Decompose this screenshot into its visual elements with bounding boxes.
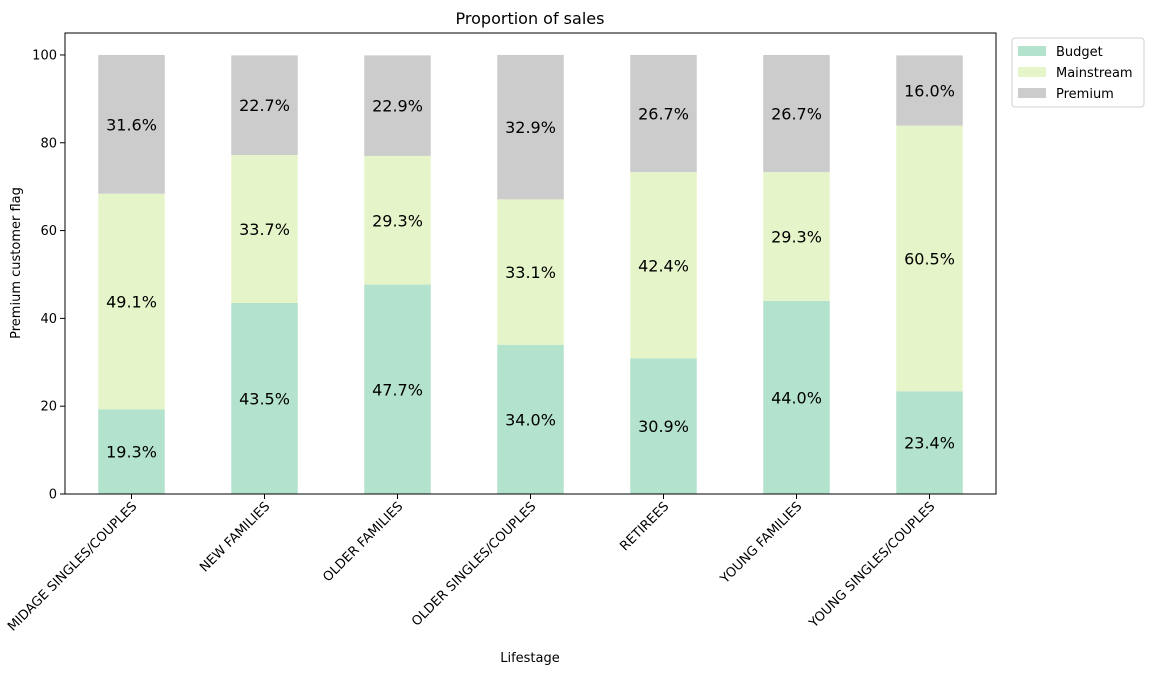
- bar-segment-budget: [364, 284, 431, 494]
- data-label: 42.4%: [638, 256, 689, 275]
- y-axis: 0 20 40 60 80 100: [32, 48, 65, 503]
- data-label: 26.7%: [771, 105, 822, 124]
- x-tick-label: RETIREES: [617, 499, 672, 554]
- bar-segment-budget: [896, 391, 963, 494]
- bar-segment-mainstream: [630, 172, 697, 359]
- data-label: 44.0%: [771, 388, 822, 407]
- data-labels-layer: 19.3% 49.1% 31.6% 43.5% 33.7% 22.7% 47.7% 29.3%…: [106, 82, 955, 462]
- chart-title: Proportion of sales: [456, 9, 605, 28]
- data-label: 29.3%: [771, 228, 822, 247]
- data-label: 30.9%: [638, 417, 689, 436]
- data-label: 26.7%: [638, 105, 689, 124]
- x-tick-label: OLDER FAMILIES: [320, 499, 406, 585]
- bar-segment-premium: [98, 54, 165, 194]
- data-label: 43.5%: [239, 390, 290, 409]
- bar-segment-budget: [231, 303, 298, 494]
- data-label: 49.1%: [106, 292, 157, 311]
- legend-swatch: [1018, 67, 1046, 77]
- data-label: 29.3%: [372, 211, 423, 230]
- data-label: 60.5%: [904, 249, 955, 268]
- bar-segment-premium: [497, 54, 564, 200]
- bar-segment-premium: [763, 54, 830, 173]
- x-tick-label: NEW FAMILIES: [197, 499, 273, 575]
- bar-segment-premium: [231, 55, 298, 156]
- x-tick-label: YOUNG FAMILIES: [717, 499, 805, 587]
- x-tick-label: OLDER SINGLES/COUPLES: [409, 499, 539, 629]
- y-axis-label: Premium customer flag: [9, 187, 24, 339]
- data-label: 22.7%: [239, 96, 290, 115]
- bar-segment-mainstream: [98, 193, 165, 410]
- bar-segment-mainstream: [763, 172, 830, 301]
- data-label: 22.9%: [372, 97, 423, 116]
- data-label: 32.9%: [505, 118, 556, 137]
- y-tick-label: 80: [40, 136, 57, 151]
- x-tick-label: MIDAGE SINGLES/COUPLES: [5, 499, 140, 634]
- legend-swatch: [1018, 88, 1046, 98]
- bar-segment-mainstream: [497, 199, 564, 345]
- bar-segment-mainstream: [896, 125, 963, 392]
- data-label: 16.0%: [904, 82, 955, 101]
- data-label: 47.7%: [372, 380, 423, 399]
- y-tick-label: 60: [40, 224, 57, 239]
- bar-segment-premium: [364, 55, 431, 156]
- y-tick-label: 100: [32, 48, 57, 63]
- bar-segment-budget: [98, 409, 165, 494]
- data-label: 33.7%: [239, 220, 290, 239]
- y-tick-label: 40: [40, 312, 57, 327]
- bar-segment-premium: [896, 55, 963, 126]
- bar-segment-budget: [497, 344, 564, 494]
- legend-label: Mainstream: [1056, 66, 1133, 81]
- bar-segment-mainstream: [231, 155, 298, 304]
- x-axis-label: Lifestage: [500, 651, 560, 666]
- legend: Budget Mainstream Premium: [1011, 37, 1145, 108]
- data-label: 33.1%: [505, 263, 556, 282]
- y-tick-label: 0: [49, 488, 57, 503]
- x-axis: MIDAGE SINGLES/COUPLES NEW FAMILIES OLDER …: [5, 494, 938, 634]
- y-tick-label: 20: [40, 400, 57, 415]
- legend-label: Budget: [1056, 45, 1103, 60]
- data-label: 34.0%: [505, 410, 556, 429]
- bars-layer: [98, 54, 963, 494]
- data-label: 19.3%: [106, 443, 157, 462]
- bar-segment-mainstream: [364, 155, 431, 285]
- x-tick-label: YOUNG SINGLES/COUPLES: [806, 499, 938, 631]
- legend-label: Premium: [1056, 87, 1114, 102]
- bar-segment-premium: [630, 54, 697, 173]
- bar-segment-budget: [630, 358, 697, 494]
- data-label: 31.6%: [106, 115, 157, 134]
- legend-swatch: [1018, 46, 1046, 56]
- bar-segment-budget: [763, 300, 830, 494]
- data-label: 23.4%: [904, 434, 955, 453]
